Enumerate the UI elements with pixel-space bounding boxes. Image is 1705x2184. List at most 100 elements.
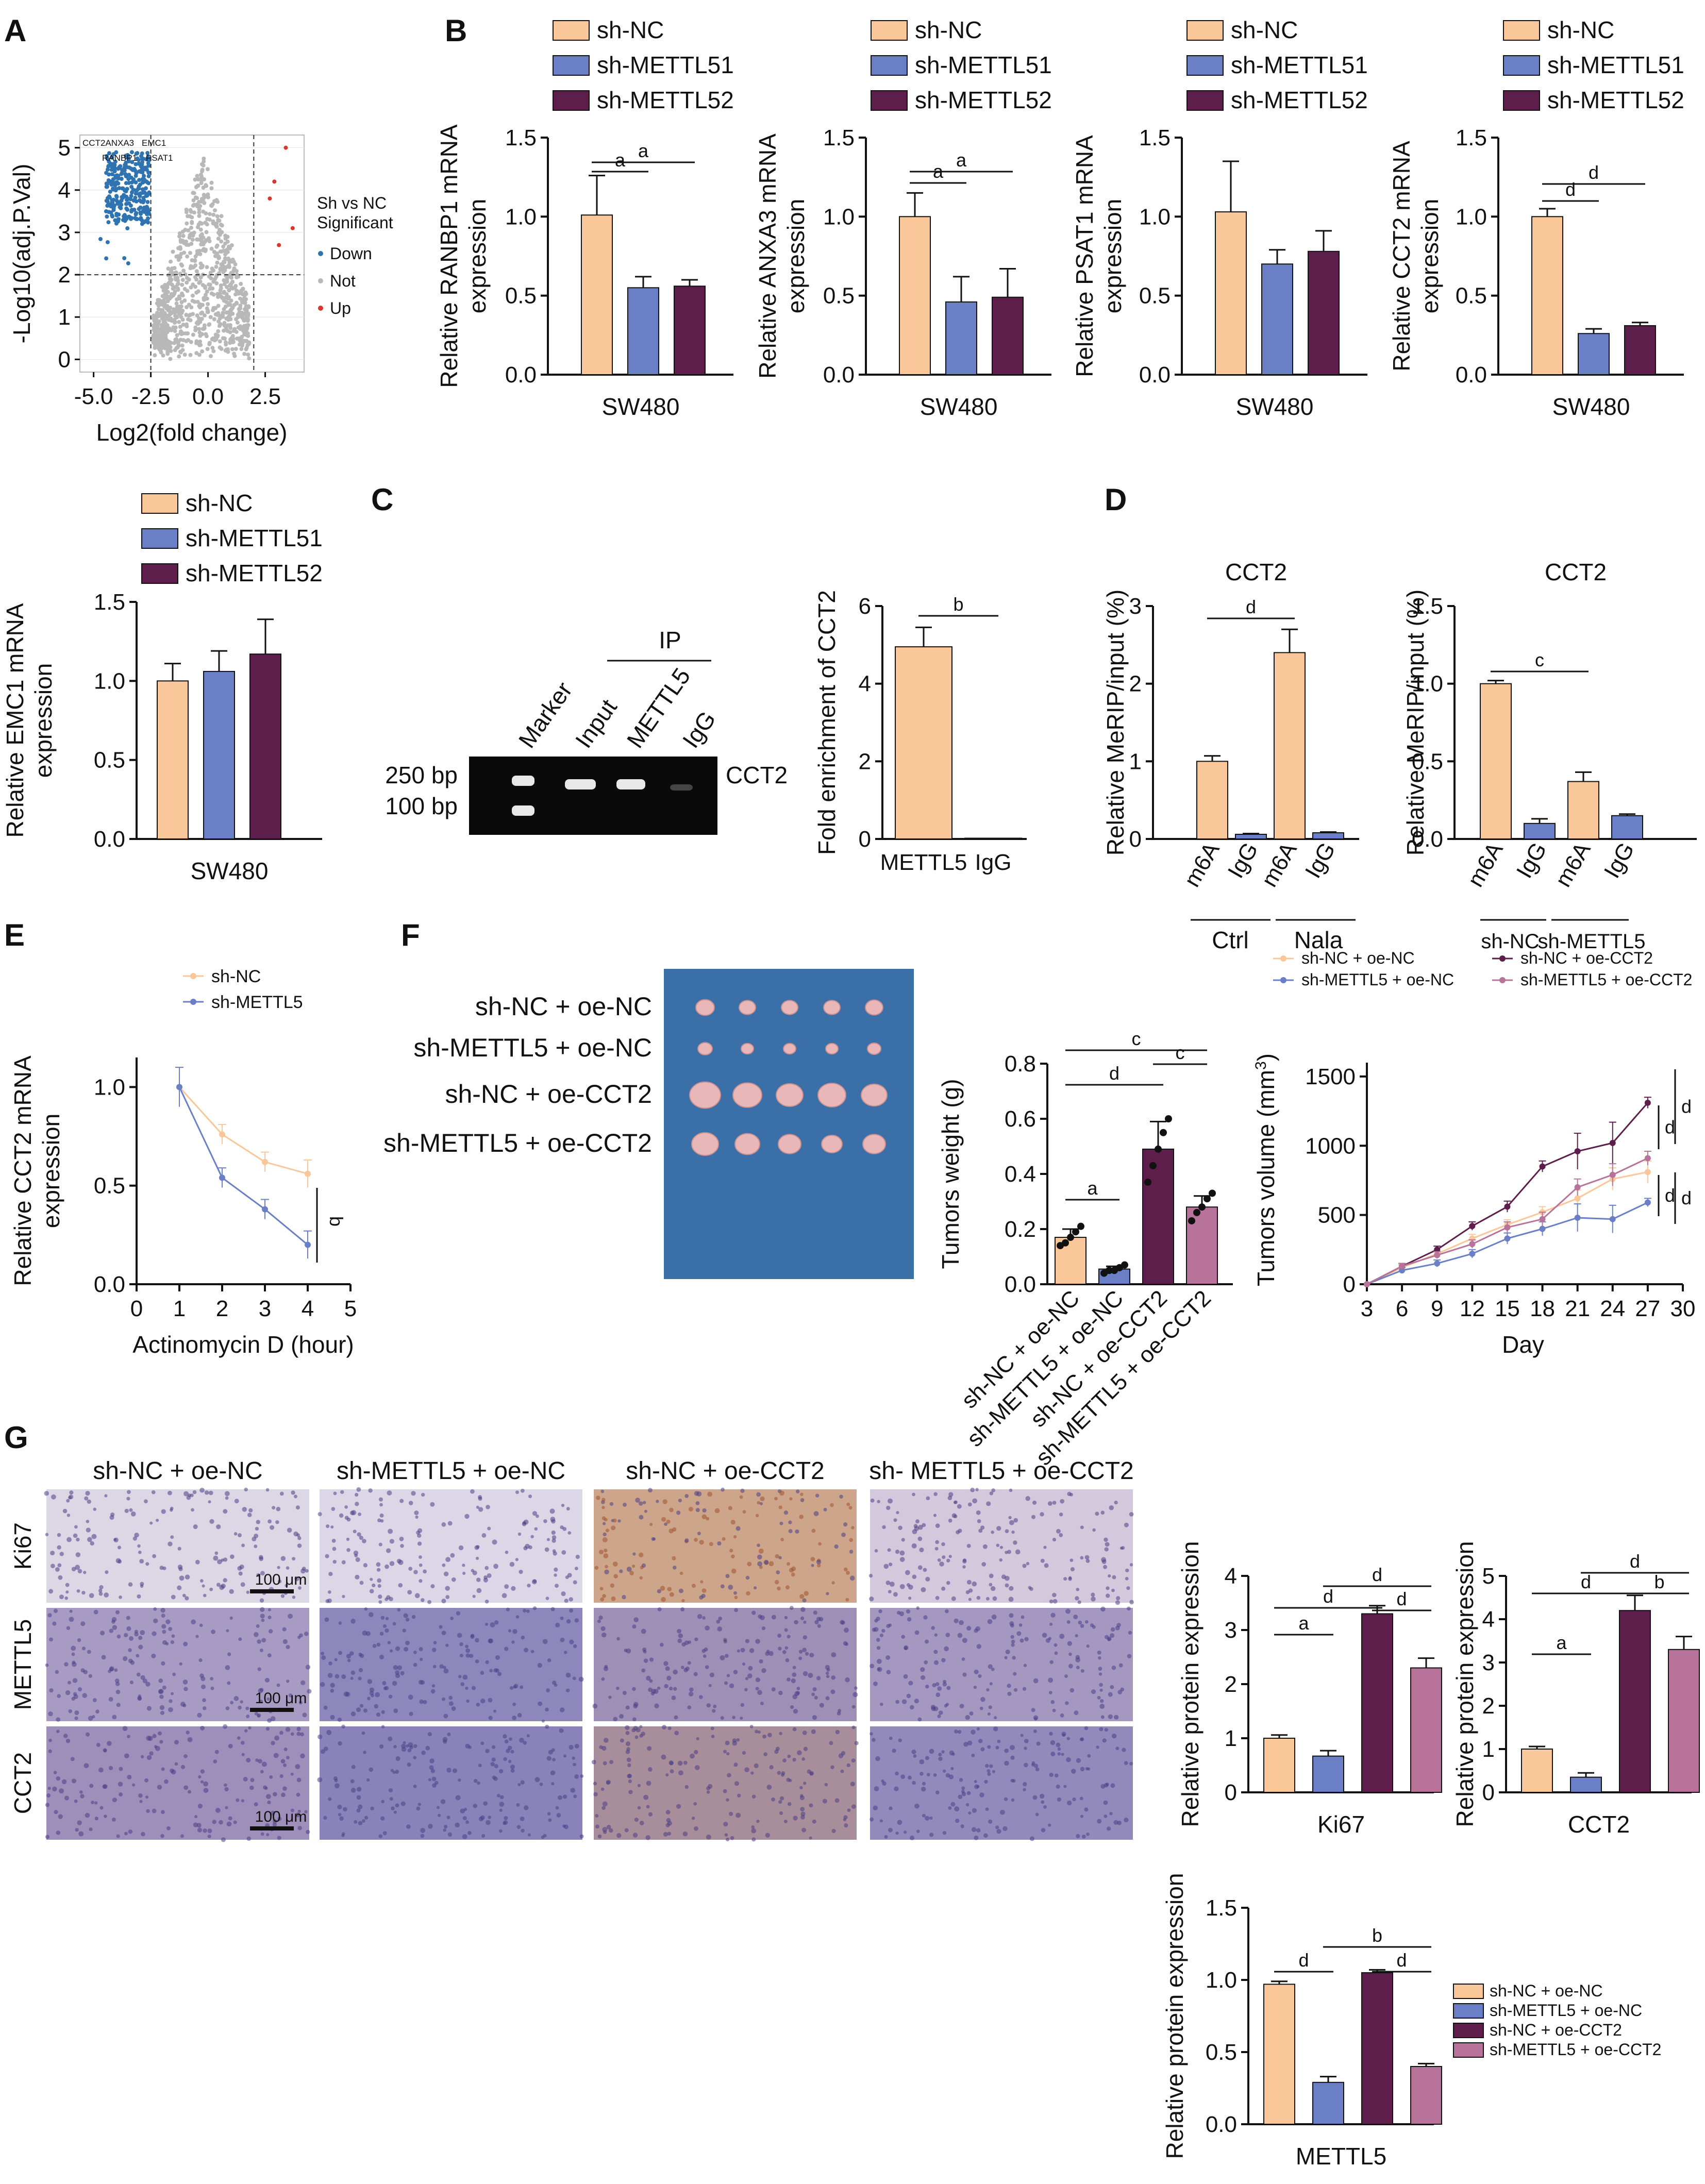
ihc-cell [302,1567,306,1571]
ihc-cell [525,1543,530,1549]
y-tick-label: 0.5 [94,748,125,773]
ihc-cell [800,1492,804,1496]
ihc-cell [672,1527,677,1532]
ihc-cell [170,1535,174,1539]
ihc-cell [530,1535,534,1539]
legend-label: sh-METTL5 + oe-NC [1301,970,1454,989]
ihc-cell [838,1708,842,1712]
ihc-cell [48,1738,52,1742]
ihc-cell [417,1541,422,1546]
legend-swatch [141,563,178,584]
ihc-cell [595,1824,599,1829]
ihc-cell [734,1595,738,1600]
ihc-cell [161,1614,165,1618]
ihc-cell [935,1692,941,1698]
ihc-cell [1011,1639,1015,1644]
ihc-cell [561,1550,566,1555]
x-axis-label: Day [1502,1331,1544,1358]
ihc-cell [353,1530,357,1534]
y-tick-label: 0.8 [1005,1051,1036,1077]
point-not [183,272,188,277]
point-not [199,232,204,237]
ihc-cell [561,1503,565,1507]
ihc-cell [296,1726,301,1732]
ihc-cell [56,1729,60,1733]
y-tick-label: 0.0 [94,827,125,852]
ihc-cell [948,1555,952,1558]
ihc-cell [45,1835,50,1839]
ihc-cell [398,1559,404,1565]
ihc-cell [759,1659,763,1664]
ihc-cell [408,1567,413,1571]
ihc-cell [763,1559,769,1565]
ihc-cell [967,1502,972,1507]
legend-swatch [1453,2003,1484,2019]
ihc-cell [1054,1643,1058,1647]
ihc-cell [604,1549,608,1553]
significance-label: d [1665,1117,1675,1138]
ihc-cell [700,1580,704,1584]
ihc-cell [332,1547,337,1551]
ihc-cell [476,1588,482,1593]
ihc-cell [234,1499,239,1504]
ihc-cell [870,1664,875,1669]
ihc-cell [1021,1615,1025,1619]
ihc-cell [350,1619,356,1624]
point-down [108,190,112,194]
bar-1 [1524,822,1556,840]
ihc-cell [599,1745,603,1750]
ihc-cell [160,1608,165,1613]
ihc-cell [145,1682,151,1687]
ihc-cell [389,1561,395,1566]
ihc-cell [161,1624,166,1629]
ihc-cell [677,1628,681,1634]
ihc-cell [481,1834,486,1838]
point-not [181,323,186,327]
ihc-cell [924,1639,929,1644]
ihc-cell [478,1763,482,1768]
ihc-cell [191,1619,196,1625]
ihc-cell [624,1828,629,1833]
ihc-cell [256,1520,260,1524]
ihc-cell [817,1563,821,1568]
point-not [218,339,222,344]
ihc-cell [89,1827,93,1832]
ihc-cell [395,1670,400,1675]
ihc-cell [1050,1700,1055,1704]
ihc-cell [706,1790,710,1794]
point-down [145,158,150,162]
ihc-cell [661,1517,666,1522]
point-down [140,151,144,156]
ihc-cell [1034,1717,1038,1721]
point-not [191,312,195,316]
ihc-cell [280,1556,286,1561]
ihc-cell [442,1563,446,1567]
significance-label: d [1630,1551,1640,1572]
ihc-cell [124,1633,128,1638]
gene-label: EMC1 [142,138,166,148]
ihc-cell [124,1753,129,1759]
ihc-cell [643,1501,646,1504]
ihc-cell [894,1786,899,1791]
ihc-cell [816,1617,821,1621]
gel-ip-label: IP [659,627,681,653]
ihc-cell [485,1660,489,1665]
series-point [1504,1224,1511,1231]
ihc-cell [973,1685,977,1689]
ihc-cell [85,1812,90,1818]
ihc-cell [517,1783,521,1787]
ihc-cell [637,1784,641,1787]
ihc-cell [603,1532,607,1537]
ihc-cell [976,1785,980,1788]
point-not [219,214,224,219]
y-tick-label: 0 [1225,1780,1237,1805]
point-down [131,177,136,182]
ihc-cell [455,1822,460,1828]
legend-label: sh-NC + oe-NC [1301,949,1415,967]
legend-label: sh-NC [186,490,253,516]
ihc-cell [1080,1556,1084,1560]
ihc-cell [367,1696,371,1701]
ihc-cell [730,1836,734,1840]
legend-dot [190,999,196,1005]
ihc-cell [128,1648,132,1652]
